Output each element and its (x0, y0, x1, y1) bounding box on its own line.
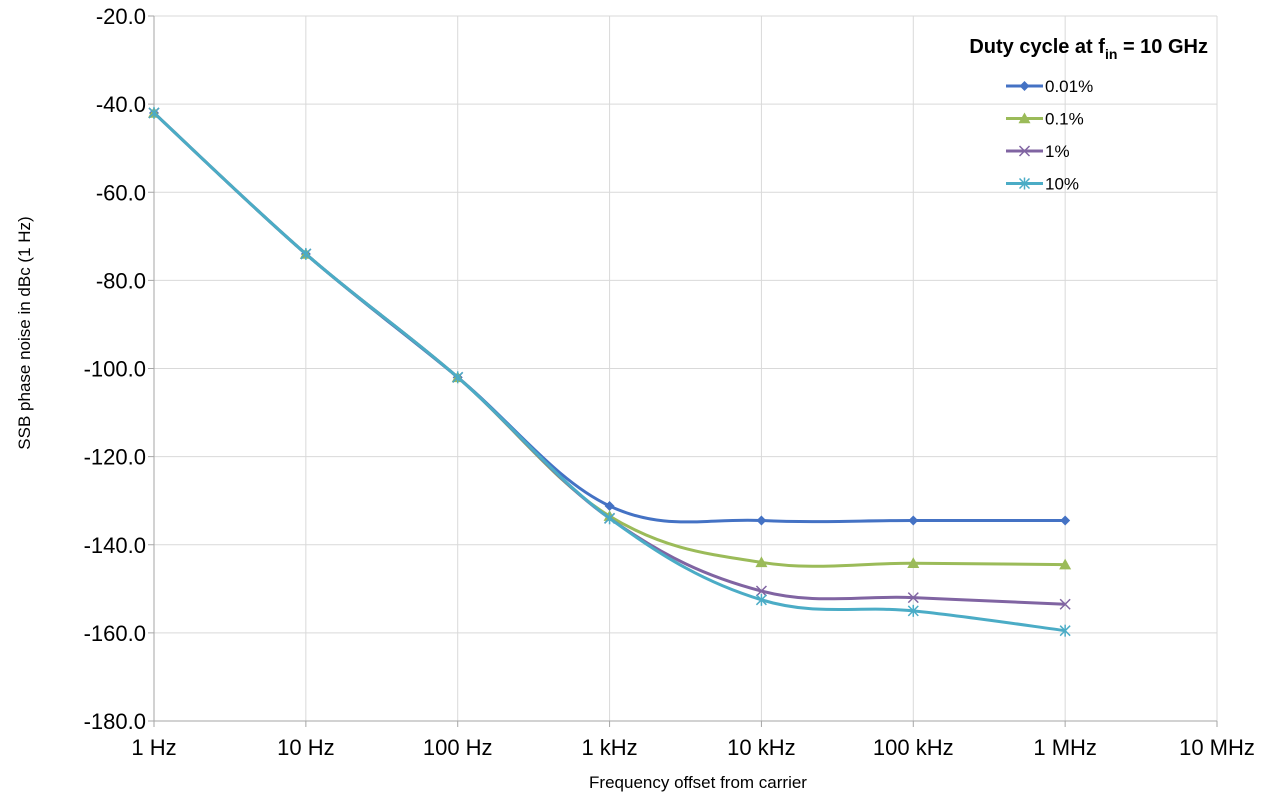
legend-label: 0.01% (1045, 77, 1093, 96)
y-axis-title: SSB phase noise in dBc (1 Hz) (15, 216, 34, 449)
legend-label: 10% (1045, 175, 1079, 194)
data-series (148, 106, 1072, 637)
series-point (148, 106, 160, 119)
series-point (1059, 558, 1072, 570)
series-point-stroke (1059, 598, 1071, 610)
y-tick-label: -180.0 (84, 709, 146, 734)
series-point (907, 604, 919, 617)
y-tick-label: -160.0 (84, 621, 146, 646)
series-point (907, 557, 920, 569)
series-point (604, 512, 616, 525)
legend-label: 0.1% (1045, 110, 1084, 129)
y-tick-label: -120.0 (84, 445, 146, 470)
x-tick-label: 1 kHz (581, 735, 637, 760)
y-tick-label: -80.0 (96, 268, 146, 293)
legend-item: 10% (1006, 175, 1079, 194)
x-tick-label: 10 kHz (727, 735, 795, 760)
series-point (1059, 598, 1071, 610)
legend-title-tail: = 10 GHz (1117, 36, 1208, 58)
legend-swatch-marker (1018, 177, 1031, 190)
series-point (755, 593, 767, 606)
x-axis-title: Frequency offset from carrier (589, 773, 807, 792)
legend: Duty cycle at fin = 10 GHz 0.01% 0.1% 1% 10… (969, 36, 1208, 194)
series-point (1059, 624, 1071, 637)
y-tick-label: -60.0 (96, 180, 146, 205)
legend-item: 0.1% (1006, 110, 1084, 129)
y-tick-label: -20.0 (96, 4, 146, 29)
x-tick-label: 1 Hz (131, 735, 176, 760)
x-tick-label: 10 MHz (1179, 735, 1255, 760)
legend-swatch-marker-stroke (1018, 145, 1031, 157)
y-tick-label: -140.0 (84, 533, 146, 558)
legend-swatch-marker (1019, 81, 1030, 91)
series-point (907, 592, 919, 604)
series-point (755, 585, 767, 597)
legend-item: 0.01% (1006, 77, 1093, 96)
series-point (908, 515, 919, 526)
plot-axes (148, 15, 1218, 727)
legend-label: 1% (1045, 142, 1070, 161)
tick-labels: -20.0 -40.0 -60.0 -80.0 -100.0 -120.0 -140.0 -1… (84, 4, 1255, 760)
x-tick-label: 1 MHz (1033, 735, 1097, 760)
series-3 (148, 106, 1071, 637)
legend-item: 1% (1006, 142, 1070, 161)
series-point (452, 371, 464, 384)
legend-title: Duty cycle at fin = 10 GHz (969, 36, 1208, 62)
y-tick-label: -100.0 (84, 357, 146, 382)
legend-swatch-marker (1018, 145, 1031, 157)
x-tick-label: 10 Hz (277, 735, 334, 760)
series-point (604, 500, 615, 511)
x-tick-label: 100 Hz (423, 735, 493, 760)
series-point-stroke (907, 592, 919, 604)
series-point (1060, 515, 1071, 526)
series-point-stroke (755, 585, 767, 597)
series-point (755, 556, 768, 568)
series-point (300, 247, 312, 260)
y-tick-label: -40.0 (96, 92, 146, 117)
legend-swatch-marker (1018, 112, 1031, 124)
legend-title-subscript: in (1105, 46, 1117, 62)
legend-title-main: Duty cycle at f (969, 36, 1105, 58)
series-point (756, 515, 767, 526)
x-tick-label: 100 kHz (873, 735, 954, 760)
legend-items: 0.01% 0.1% 1% 10% (1006, 77, 1093, 194)
